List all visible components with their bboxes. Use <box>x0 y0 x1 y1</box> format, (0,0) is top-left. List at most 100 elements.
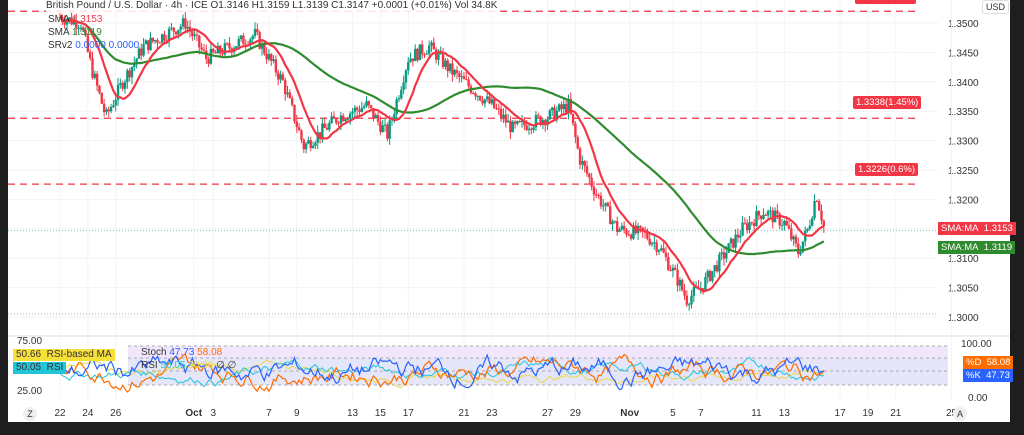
candle-body <box>446 60 449 72</box>
candle-body <box>418 44 422 61</box>
candle-body <box>135 58 138 63</box>
candle-body <box>629 234 633 239</box>
candle-body <box>365 101 368 107</box>
legend-sma-slow[interactable]: SMA 1.3119 <box>48 27 102 39</box>
candle-body <box>181 18 185 27</box>
candle-body <box>609 206 612 225</box>
candle-body <box>109 107 113 112</box>
candle-body <box>769 210 772 212</box>
candle-body <box>550 107 554 111</box>
candle-body <box>321 123 324 138</box>
candle-body <box>68 17 71 21</box>
y-tick-label: 1.3000 <box>948 313 979 324</box>
candle-body <box>509 120 512 133</box>
candle-body <box>592 186 596 195</box>
candle-body <box>328 123 331 130</box>
candle-body <box>407 62 410 71</box>
candle-body <box>525 125 528 131</box>
candle-body <box>151 37 155 42</box>
candle-body <box>156 40 159 43</box>
chart-panel[interactable]: 1.3500 1.3450 1.3400 1.3350 1.3300 1.3250 1.32… <box>8 0 1016 422</box>
legend-sma-fast[interactable]: SMA 1.3153 <box>48 14 103 26</box>
candle-body <box>188 26 192 32</box>
candle-body <box>404 70 408 83</box>
x-tick-label: Nov <box>620 408 639 419</box>
candle-body <box>84 30 87 36</box>
candle-body <box>516 121 519 124</box>
candle-body <box>288 92 292 99</box>
stoch-overbought-band <box>128 346 948 358</box>
candle-body <box>281 74 285 81</box>
candle-body <box>746 223 749 231</box>
candle-body <box>664 252 668 257</box>
legend-srv2[interactable]: SRv2 0.0000 0.0000 <box>48 40 139 52</box>
x-tick-label: 5 <box>670 408 676 419</box>
candle-body <box>671 267 675 271</box>
auto-scale-button[interactable]: A <box>953 407 967 421</box>
tag-value: 50.66 <box>16 349 42 360</box>
candle-body <box>339 115 343 124</box>
legend-value: ∅ <box>227 360 237 371</box>
candle-body <box>546 119 549 126</box>
stoch-legend[interactable]: Stoch 47.73 58.08 <box>141 347 222 359</box>
candle-body <box>479 95 482 101</box>
level-label-2: 1.3226(0.6%) <box>855 163 919 176</box>
candle-body <box>455 70 459 73</box>
candle-body <box>811 218 814 226</box>
x-tick-label: 7 <box>266 408 272 419</box>
candle-body <box>112 105 115 108</box>
rsi-legend[interactable]: RSI 50.05 50.66 ∅ ∅ <box>141 360 236 372</box>
candle-body <box>242 35 245 45</box>
x-tick-label: 15 <box>375 408 387 419</box>
candle-body <box>485 96 489 100</box>
candle-body <box>499 108 503 118</box>
candle-body <box>513 121 517 124</box>
candle-body <box>195 34 199 36</box>
candle-body <box>414 48 417 62</box>
legend-value: 1.3119 <box>71 27 102 38</box>
x-tick-label: 21 <box>890 408 902 419</box>
candle-body <box>548 110 552 120</box>
x-tick-label: 11 <box>751 408 762 419</box>
candle-body <box>639 226 642 228</box>
candle-body <box>256 29 259 33</box>
candle-body <box>801 241 805 253</box>
candle-body <box>562 104 566 110</box>
candle-body <box>63 21 66 25</box>
x-tick-label: 26 <box>110 408 122 419</box>
candle-body <box>395 99 398 115</box>
legend-value: 0.0000 <box>75 40 106 51</box>
candle-body <box>504 114 507 123</box>
candle-body <box>674 267 677 270</box>
candle-body <box>643 231 647 233</box>
candle-body <box>790 228 793 240</box>
candle-body <box>142 44 145 56</box>
candle-body <box>657 250 661 252</box>
candle-body <box>386 124 389 139</box>
candle-body <box>588 173 591 178</box>
candle-body <box>713 265 716 272</box>
candle-body <box>787 225 791 229</box>
candle-body <box>393 114 396 119</box>
candle-body <box>467 79 470 87</box>
candle-body <box>93 73 97 78</box>
candle-body <box>778 213 781 226</box>
candle-body <box>126 70 129 83</box>
candle-body <box>297 127 301 131</box>
candle-body <box>776 210 779 214</box>
candle-body <box>179 26 182 30</box>
symbol-header: British Pound / U.S. Dollar · 4h · ICE O… <box>46 0 498 12</box>
candle-body <box>355 107 359 110</box>
timezone-button[interactable]: Z <box>23 407 37 421</box>
currency-label[interactable]: USD <box>982 0 1010 14</box>
candle-body <box>481 100 484 104</box>
candle-body <box>583 161 586 167</box>
candle-body <box>369 105 373 109</box>
tag-name: %K <box>966 370 981 381</box>
y-tick-label: 1.3500 <box>948 19 979 30</box>
candle-body <box>214 52 217 54</box>
y-tick-label: 1.3400 <box>948 78 979 89</box>
price-chart[interactable]: 1.3500 1.3450 1.3400 1.3350 1.3300 1.3250 1.32… <box>8 0 1010 422</box>
candle-body <box>411 58 415 62</box>
legend-value: 47.73 <box>169 347 195 358</box>
